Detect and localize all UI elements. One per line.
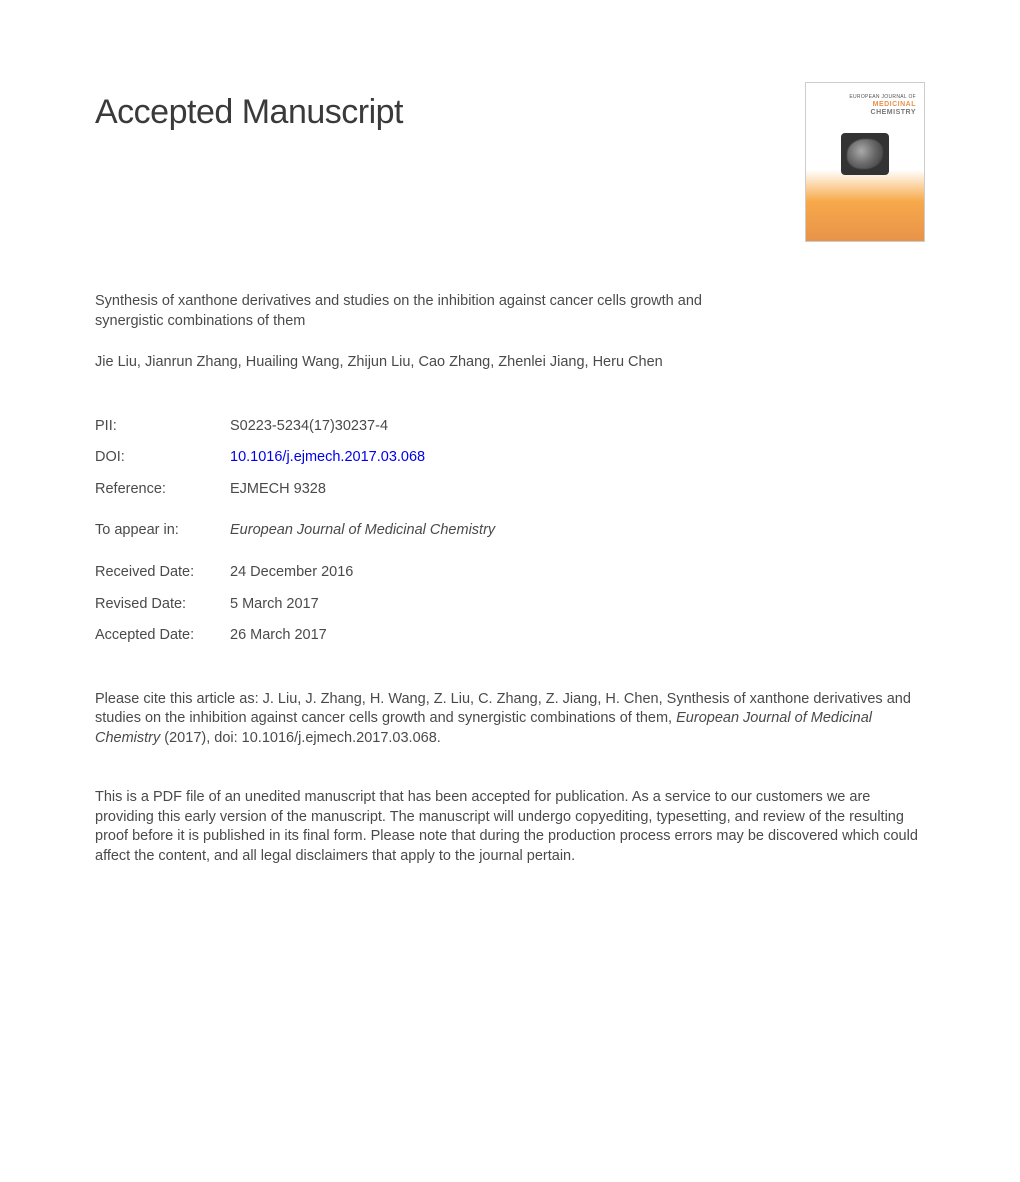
citation-suffix: (2017), doi: 10.1016/j.ejmech.2017.03.06… [160,730,441,746]
cover-molecule-graphic [841,133,889,175]
meta-row-accepted: Accepted Date: 26 March 2017 [95,620,495,652]
received-value: 24 December 2016 [230,557,495,589]
header-row: Accepted Manuscript EUROPEAN JOURNAL OF … [95,90,925,242]
article-title: Synthesis of xanthone derivatives and st… [95,292,735,331]
meta-row-doi: DOI: 10.1016/j.ejmech.2017.03.068 [95,442,495,474]
reference-value: EJMECH 9328 [230,474,495,506]
meta-row-revised: Revised Date: 5 March 2017 [95,589,495,621]
meta-row-received: Received Date: 24 December 2016 [95,557,495,589]
meta-row-to-appear: To appear in: European Journal of Medici… [95,505,495,557]
metadata-table: PII: S0223-5234(17)30237-4 DOI: 10.1016/… [95,411,495,652]
cover-line-2: MEDICINAL [849,101,916,109]
page-heading: Accepted Manuscript [95,90,403,136]
accepted-label: Accepted Date: [95,620,230,652]
cover-line-1: EUROPEAN JOURNAL OF [849,95,916,101]
reference-label: Reference: [95,474,230,506]
revised-label: Revised Date: [95,589,230,621]
pii-label: PII: [95,411,230,443]
article-authors: Jie Liu, Jianrun Zhang, Huailing Wang, Z… [95,353,735,373]
doi-link[interactable]: 10.1016/j.ejmech.2017.03.068 [230,449,425,465]
accepted-value: 26 March 2017 [230,620,495,652]
cover-line-3: CHEMISTRY [849,109,916,117]
revised-value: 5 March 2017 [230,589,495,621]
citation-paragraph: Please cite this article as: J. Liu, J. … [95,690,925,749]
pii-value: S0223-5234(17)30237-4 [230,411,495,443]
meta-row-pii: PII: S0223-5234(17)30237-4 [95,411,495,443]
to-appear-value: European Journal of Medicinal Chemistry [230,522,495,538]
received-label: Received Date: [95,557,230,589]
doi-label: DOI: [95,442,230,474]
disclaimer-paragraph: This is a PDF file of an unedited manusc… [95,788,925,866]
to-appear-label: To appear in: [95,505,230,557]
meta-row-reference: Reference: EJMECH 9328 [95,474,495,506]
cover-journal-title: EUROPEAN JOURNAL OF MEDICINAL CHEMISTRY [849,95,916,117]
journal-cover-thumbnail: EUROPEAN JOURNAL OF MEDICINAL CHEMISTRY [805,82,925,242]
